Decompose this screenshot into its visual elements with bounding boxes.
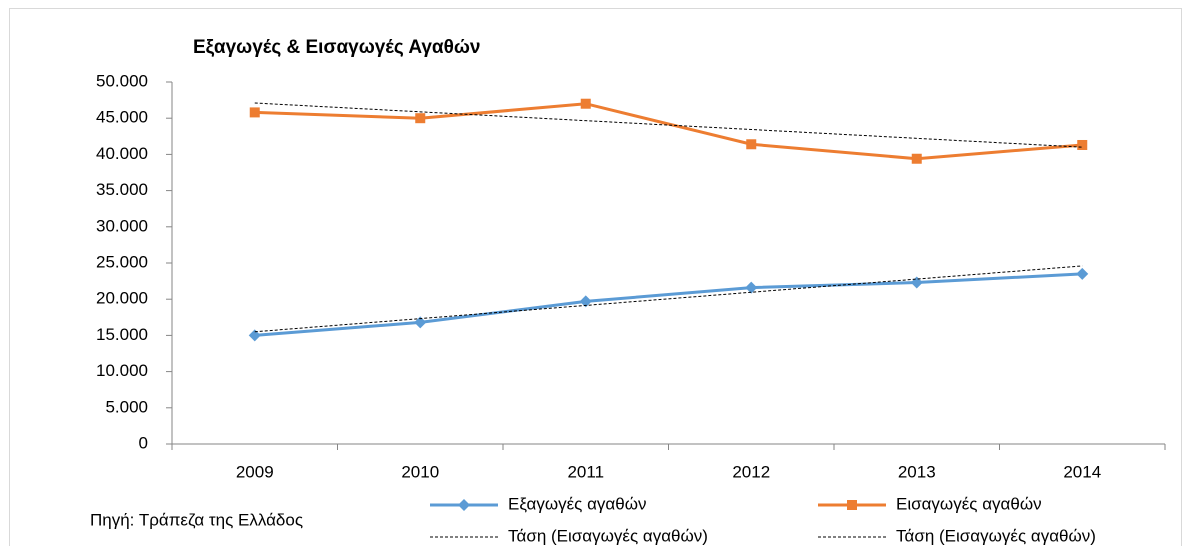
y-tick-label: 5.000 [105,397,148,416]
y-tick-label: 25.000 [96,252,148,271]
x-tick-label: 2009 [236,462,274,481]
trend-line [254,102,1083,148]
trend-line [254,265,1083,333]
x-tick-label: 2014 [1063,462,1101,481]
y-tick-label: 40.000 [96,144,148,163]
series-line [254,272,1083,337]
data-point [249,107,260,118]
x-tick-label: 2013 [898,462,936,481]
legend-label: Εξαγωγές αγαθών [508,494,646,513]
legend-label: Εισαγωγές αγαθών [896,494,1042,513]
y-tick-label: 20.000 [96,289,148,308]
data-point [248,329,261,342]
data-point [1076,267,1089,280]
y-tick-label: 10.000 [96,361,148,380]
data-point [580,98,591,109]
y-tick-label: 50.000 [96,71,148,90]
x-tick-label: 2012 [732,462,770,481]
series-line [254,102,1083,161]
data-point [415,113,426,124]
data-point [910,276,923,289]
y-tick-label: 15.000 [96,325,148,344]
data-point [746,139,757,150]
chart-title: Εξαγωγές & Εισαγωγές Αγαθών [193,37,481,58]
x-tick-label: 2010 [401,462,439,481]
data-point [911,153,922,164]
data-point [414,316,427,329]
y-tick-label: 30.000 [96,216,148,235]
data-point [579,295,592,308]
y-tick-label: 35.000 [96,180,148,199]
legend-marker [847,500,857,510]
data-point [745,281,758,294]
y-tick-label: 0 [139,433,148,452]
legend-label: Τάση (Εισαγωγές αγαθών) [896,526,1096,545]
legend-label: Τάση (Εισαγωγές αγαθών) [508,526,708,545]
data-point [1077,139,1088,150]
source-note: Πηγή: Τράπεζα της Ελλάδος [90,510,303,529]
y-tick-label: 45.000 [96,108,148,127]
x-tick-label: 2011 [567,462,604,481]
legend-marker [458,499,470,511]
